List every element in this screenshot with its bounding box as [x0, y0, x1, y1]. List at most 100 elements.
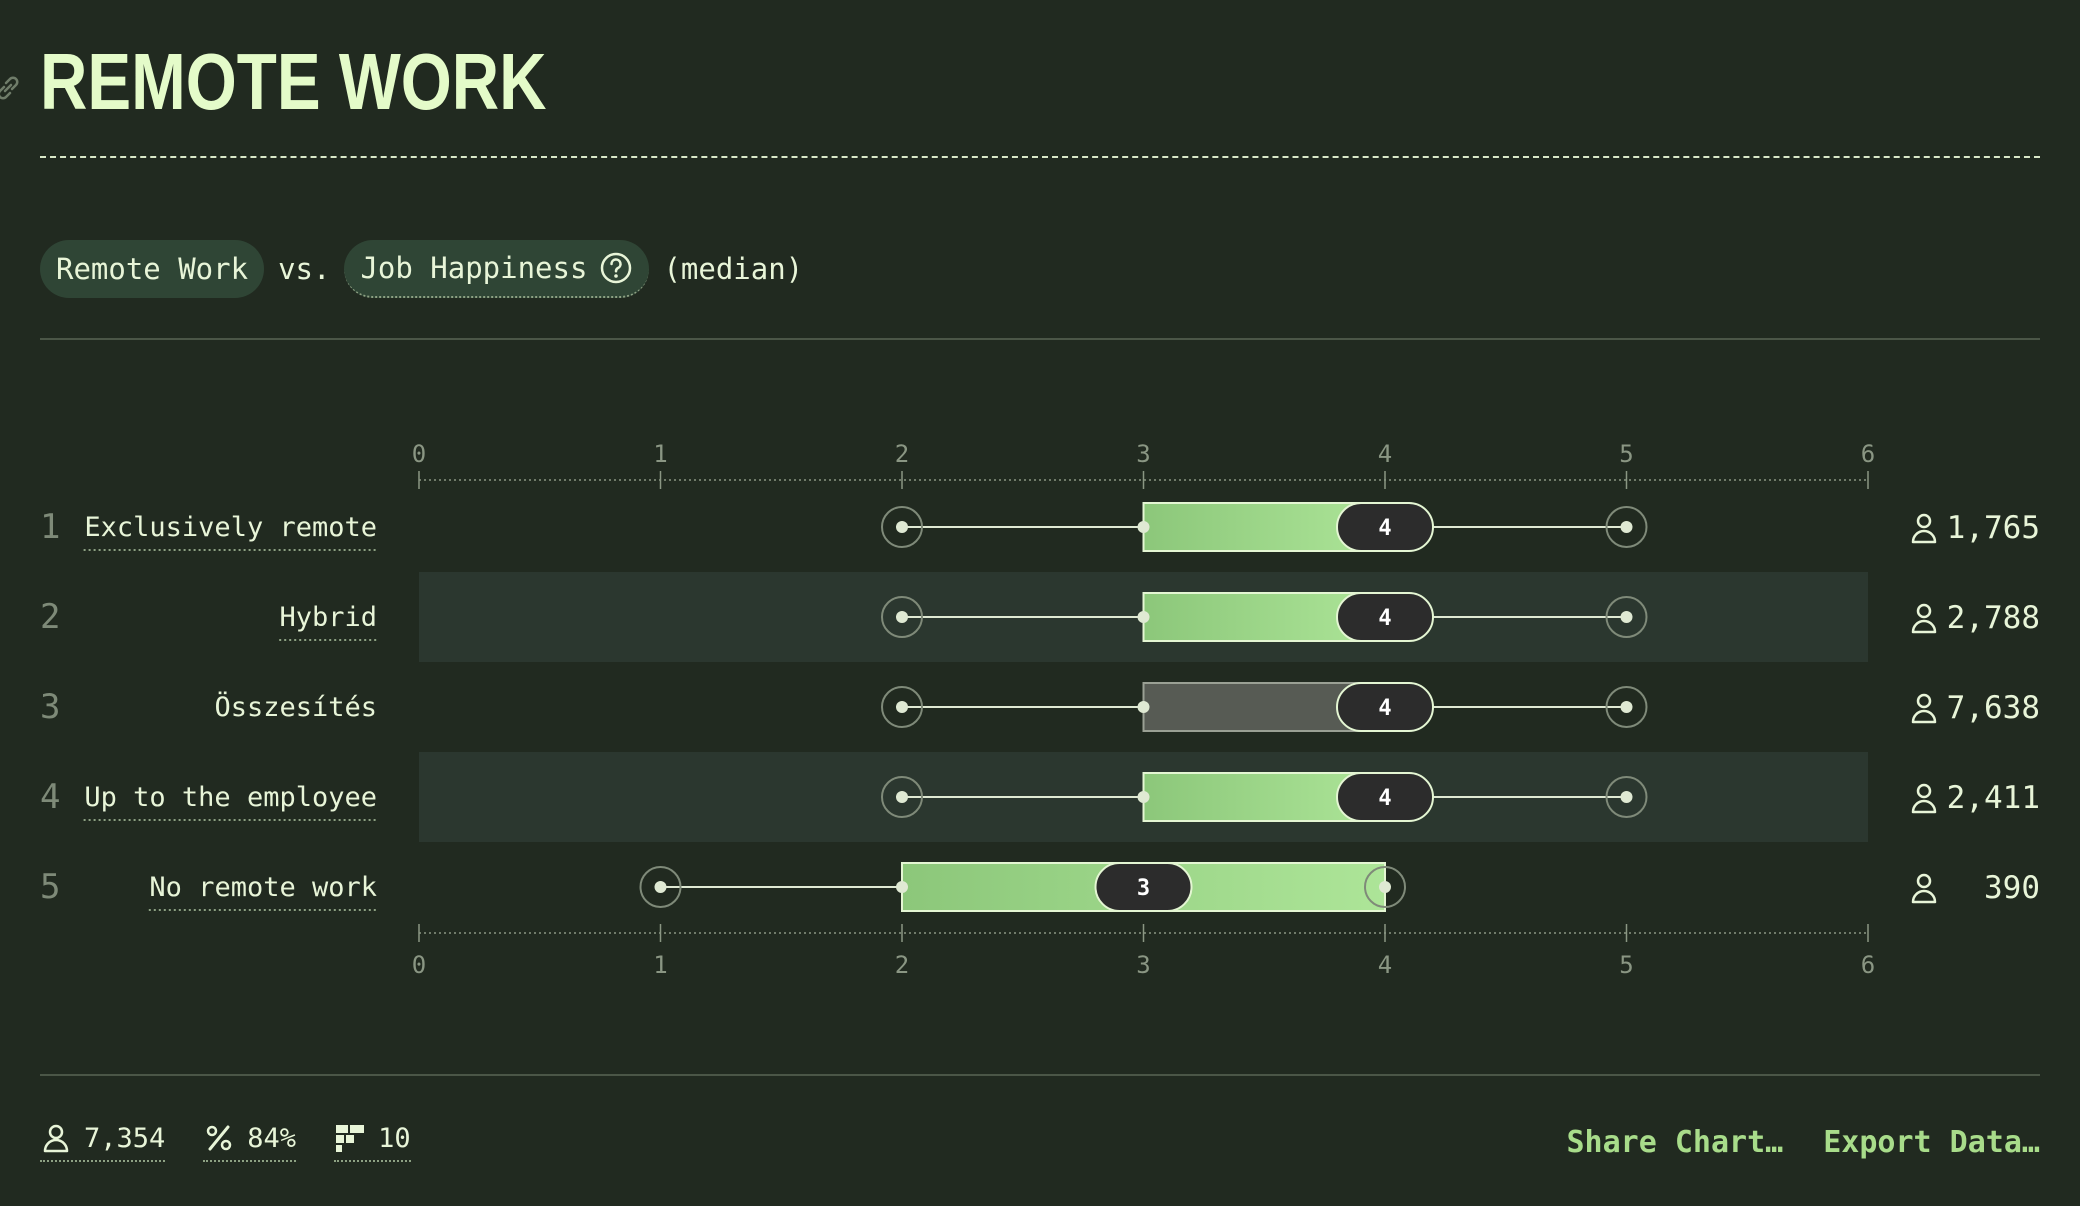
person-icon	[1911, 873, 1937, 904]
top-axis-tick-label: 0	[412, 440, 426, 468]
footer-stats: 7,354 84% 10	[40, 1120, 411, 1164]
row-rank: 2	[40, 597, 60, 637]
chart-row[interactable]: 3 Összesítés 4 7,638	[40, 682, 2040, 732]
questions-stat[interactable]: 10	[334, 1122, 411, 1162]
row-count: 1,765	[1947, 510, 2040, 546]
title-divider	[40, 156, 2040, 158]
chart-row[interactable]: 1 Exclusively remote 4 1,765	[40, 502, 2040, 552]
footer-actions: Share Chart… Export Data…	[1567, 1120, 2041, 1164]
export-data-button[interactable]: Export Data…	[1823, 1124, 2040, 1160]
y-variable-label: Job Happiness	[360, 251, 588, 285]
bottom-axis-tick-label: 6	[1861, 951, 1875, 979]
questions-value: 10	[378, 1122, 411, 1154]
top-axis-tick-label: 6	[1861, 440, 1875, 468]
percent-icon	[207, 1125, 232, 1151]
bottom-axis-tick-label: 3	[1136, 951, 1150, 979]
person-icon	[1911, 783, 1937, 814]
median-label: 4	[1378, 786, 1391, 811]
respondents-value: 7,354	[84, 1122, 166, 1154]
share-chart-button[interactable]: Share Chart…	[1566, 1124, 1784, 1160]
row-label: Exclusively remote	[84, 512, 377, 543]
whisker-min-dot	[654, 881, 667, 893]
whisker-min-marker	[881, 596, 923, 638]
bottom-axis-tick-label: 2	[895, 951, 909, 979]
chart-row[interactable]: 4 Up to the employee 4 2,411	[40, 772, 2040, 822]
q1-dot	[1137, 611, 1150, 623]
whisker-min-marker	[881, 686, 923, 728]
person-icon	[1911, 693, 1937, 724]
x-variable-pill[interactable]: Remote Work	[40, 240, 265, 298]
footer-divider	[40, 1074, 2040, 1076]
whisker-max-dot	[1620, 611, 1633, 623]
row-label: No remote work	[149, 872, 377, 903]
person-icon	[1911, 603, 1937, 634]
person-icon-body	[1911, 889, 1937, 904]
person-icon-head	[1916, 783, 1932, 799]
median-pill	[1336, 592, 1434, 642]
row-count: 390	[1984, 870, 2040, 906]
whisker-min-marker	[639, 866, 682, 908]
person-icon-body	[1911, 529, 1937, 544]
row-count: 2,788	[1947, 600, 2040, 636]
row-rank: 1	[40, 507, 60, 547]
chart-row[interactable]: 5 No remote work 3 390	[40, 862, 2040, 912]
person-icon-head	[1916, 513, 1932, 529]
top-axis-tick-label: 4	[1378, 440, 1392, 468]
median-label: 4	[1378, 696, 1391, 721]
top-axis-tick-label: 3	[1136, 440, 1150, 468]
median-pill	[1094, 862, 1193, 912]
person-icon-head	[1916, 603, 1932, 619]
median-pill	[1336, 682, 1434, 732]
median-label: 4	[1378, 516, 1391, 541]
whisker-max-dot	[1620, 791, 1633, 803]
top-axis-tick-label: 2	[895, 440, 909, 468]
whisker-max-marker	[1605, 506, 1648, 548]
bottom-axis-tick-label: 0	[412, 951, 426, 979]
row-rank: 3	[40, 687, 60, 727]
respondents-stat[interactable]: 7,354	[40, 1122, 166, 1162]
subtitle-divider	[40, 338, 2040, 340]
whisker-max-dot	[1379, 881, 1391, 893]
boxplot-chart: 0 1 2 3 4 5 6 0 1 2 3 4 5 6 1 Exclusively remote 4 1,765 2…	[40, 440, 2040, 979]
median-pill	[1336, 502, 1434, 552]
whisker-max-dot	[1620, 521, 1633, 533]
row-label: Összesítés	[214, 691, 377, 723]
row-rank: 4	[40, 777, 60, 817]
person-icon-head	[1916, 693, 1932, 709]
whisker-max-marker	[1605, 686, 1648, 728]
person-icon-head	[1916, 873, 1932, 889]
q1-dot	[1137, 701, 1150, 713]
whisker-min-dot	[896, 611, 908, 623]
percent-stat[interactable]: 84%	[203, 1122, 297, 1162]
percent-value: 84%	[247, 1122, 297, 1154]
question-icon[interactable]	[599, 251, 633, 285]
q1-dot	[1137, 521, 1150, 533]
person-icon	[43, 1124, 69, 1153]
top-axis-tick-label: 5	[1619, 440, 1633, 468]
bottom-axis-tick-label: 5	[1619, 951, 1633, 979]
person-icon-body	[1911, 709, 1937, 724]
top-axis-tick-label: 1	[653, 440, 667, 468]
row-count: 2,411	[1947, 780, 2040, 816]
chart-row[interactable]: 2 Hybrid 4 2,788	[40, 592, 2040, 642]
whisker-max-dot	[1620, 701, 1633, 713]
link-icon[interactable]	[0, 74, 22, 102]
whisker-min-dot	[896, 521, 908, 533]
whisker-max-marker	[1605, 596, 1648, 638]
q1-dot	[896, 881, 908, 893]
row-rank: 5	[40, 867, 60, 907]
vs-label: vs.	[278, 252, 331, 286]
median-pill	[1336, 772, 1434, 822]
whisker-min-marker	[881, 506, 923, 548]
person-icon-body	[1911, 619, 1937, 634]
whisker-min-dot	[896, 791, 908, 803]
bottom-axis-tick-label: 4	[1378, 951, 1392, 979]
question-blocks-icon	[336, 1125, 365, 1152]
page-title: REMOTE WORK	[40, 37, 547, 126]
whisker-max-marker	[1605, 776, 1648, 818]
median-label: 4	[1378, 606, 1391, 631]
whisker-min-marker	[881, 776, 923, 818]
y-variable-pill[interactable]: Job Happiness	[344, 240, 650, 298]
q1-dot	[1137, 791, 1150, 803]
row-label: Up to the employee	[84, 782, 377, 813]
